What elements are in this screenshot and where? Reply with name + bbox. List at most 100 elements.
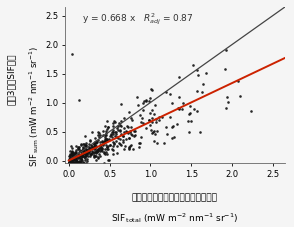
Point bbox=[140, 101, 145, 104]
Point bbox=[90, 146, 95, 150]
Point bbox=[121, 147, 126, 151]
Point bbox=[91, 153, 96, 157]
Point bbox=[96, 149, 101, 153]
Point bbox=[77, 150, 82, 154]
Point bbox=[94, 139, 99, 143]
Point bbox=[96, 147, 100, 151]
Point bbox=[83, 152, 87, 155]
Point bbox=[170, 101, 175, 105]
Point bbox=[131, 134, 136, 138]
Point bbox=[70, 156, 75, 160]
Point bbox=[78, 143, 83, 147]
Point bbox=[180, 107, 184, 111]
Point bbox=[74, 144, 78, 148]
Point bbox=[78, 153, 83, 157]
Point bbox=[118, 129, 122, 133]
Point bbox=[71, 154, 76, 158]
Point bbox=[67, 161, 71, 165]
Point bbox=[70, 161, 75, 165]
Point bbox=[81, 149, 85, 153]
Point bbox=[89, 152, 94, 156]
Point bbox=[70, 154, 75, 158]
Point bbox=[68, 156, 73, 160]
Point bbox=[87, 148, 92, 151]
Point bbox=[103, 133, 108, 137]
Point bbox=[106, 137, 111, 140]
Point bbox=[223, 106, 228, 109]
Point bbox=[102, 135, 107, 139]
Point bbox=[72, 157, 77, 160]
Point bbox=[165, 132, 169, 136]
Point bbox=[89, 150, 94, 154]
Point bbox=[81, 155, 86, 159]
Point bbox=[119, 119, 124, 123]
Point bbox=[110, 130, 114, 134]
Point bbox=[67, 160, 72, 164]
Point bbox=[74, 159, 79, 163]
Point bbox=[77, 160, 82, 164]
Point bbox=[103, 143, 108, 147]
Point bbox=[75, 160, 79, 164]
Point bbox=[104, 152, 109, 155]
Point bbox=[76, 146, 81, 150]
Point bbox=[71, 161, 76, 165]
Point bbox=[128, 116, 133, 120]
Point bbox=[129, 132, 134, 135]
Point bbox=[71, 162, 75, 165]
Point bbox=[73, 158, 78, 162]
Point bbox=[154, 117, 159, 121]
Point bbox=[100, 148, 105, 151]
Point bbox=[118, 143, 123, 147]
Point bbox=[114, 140, 119, 143]
Point bbox=[112, 134, 117, 138]
Point bbox=[103, 124, 107, 128]
Point bbox=[93, 154, 98, 158]
Point bbox=[96, 146, 101, 150]
Point bbox=[151, 131, 155, 134]
Point bbox=[83, 144, 88, 147]
Point bbox=[93, 141, 98, 144]
Point bbox=[70, 53, 74, 56]
Point bbox=[138, 120, 143, 123]
Point bbox=[83, 153, 88, 157]
Point bbox=[160, 115, 165, 118]
Point bbox=[150, 88, 155, 92]
Point bbox=[98, 147, 103, 151]
Point bbox=[99, 140, 104, 144]
Point bbox=[148, 112, 153, 115]
Point bbox=[74, 152, 79, 156]
Point bbox=[93, 149, 98, 152]
Point bbox=[84, 148, 89, 151]
Point bbox=[74, 162, 78, 165]
Point bbox=[194, 109, 199, 113]
Point bbox=[92, 155, 97, 159]
Point bbox=[186, 119, 191, 123]
Point bbox=[90, 145, 95, 149]
Point bbox=[68, 150, 73, 153]
Point bbox=[121, 140, 125, 144]
Point bbox=[103, 150, 108, 154]
Point bbox=[79, 149, 83, 153]
Point bbox=[103, 138, 108, 142]
Point bbox=[67, 160, 72, 164]
Point bbox=[97, 154, 102, 158]
Point bbox=[106, 125, 111, 129]
Point bbox=[110, 141, 115, 144]
Point bbox=[133, 133, 138, 137]
Point bbox=[105, 127, 109, 130]
Point bbox=[104, 145, 109, 148]
Point bbox=[105, 137, 110, 141]
Point bbox=[95, 138, 100, 141]
Point bbox=[92, 145, 96, 148]
Point bbox=[70, 151, 75, 154]
Point bbox=[74, 155, 78, 158]
Point bbox=[96, 131, 101, 135]
Point bbox=[74, 162, 78, 165]
Point bbox=[87, 150, 92, 154]
Point bbox=[81, 148, 86, 152]
Point bbox=[83, 151, 88, 155]
Point bbox=[110, 121, 115, 125]
Point bbox=[67, 152, 72, 155]
Point bbox=[73, 160, 77, 164]
Point bbox=[87, 145, 92, 148]
